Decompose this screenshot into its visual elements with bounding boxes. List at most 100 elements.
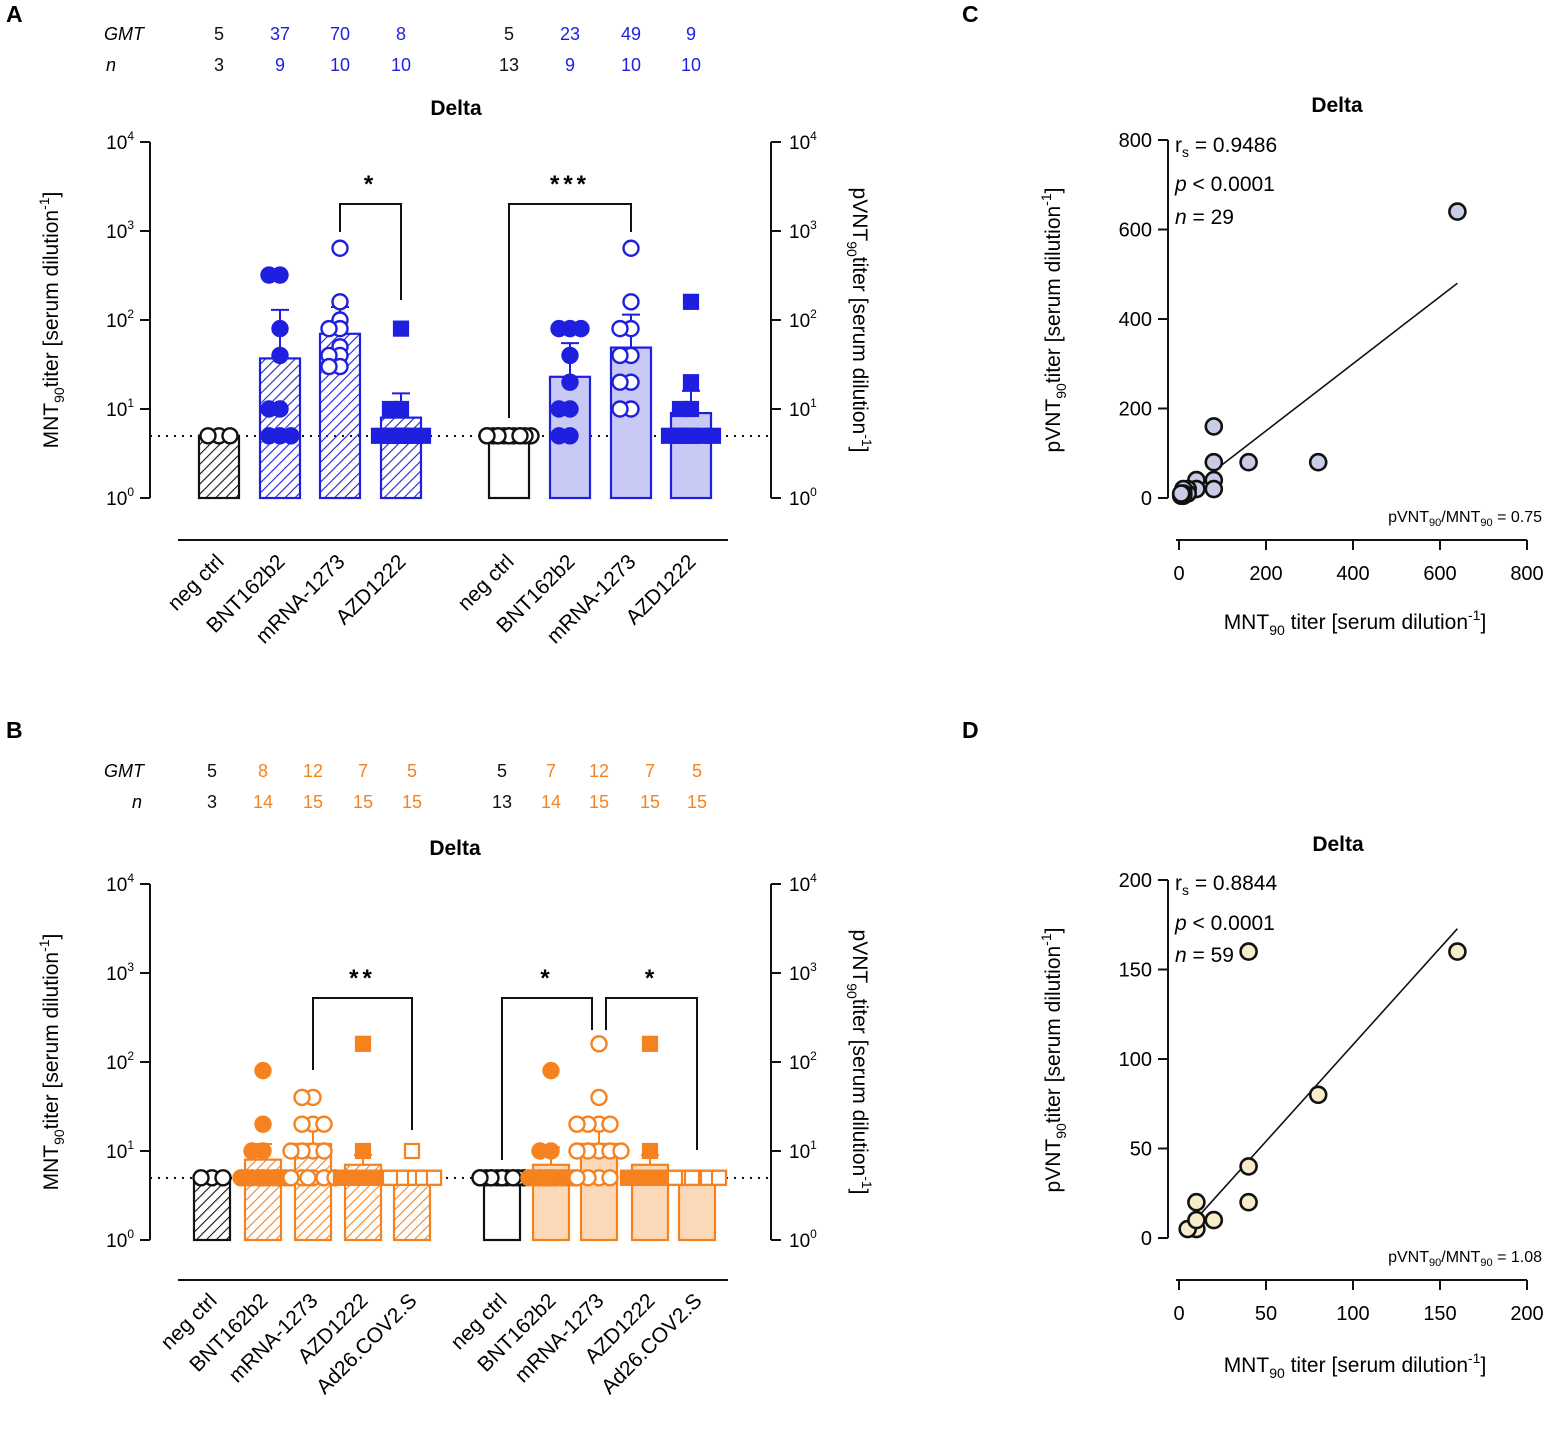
header-n-value: 9: [275, 55, 285, 75]
data-point: [531, 1169, 549, 1187]
ticks-c: 0 200 400 600 800 0 200 400 600 800: [1119, 130, 1544, 585]
header-n-value: 3: [207, 792, 217, 812]
data-point: [641, 1142, 659, 1160]
x-axis-label-c: MNT90 titer [serum dilution-1]: [1224, 607, 1487, 638]
data-point: [660, 427, 678, 444]
regression-line: [1187, 928, 1458, 1229]
data-point: [572, 319, 590, 338]
y-axis-left-label-a: MNT90titer [serum dilution-1]: [36, 192, 67, 449]
data-point: [365, 1169, 383, 1186]
ratio-d: pVNT90/MNT90 = 1.08: [1388, 1249, 1542, 1269]
data-point: [601, 1169, 619, 1187]
y-tick-label: 200: [1119, 870, 1152, 892]
data-point: [320, 319, 338, 338]
panel-label-c: C: [962, 1, 979, 27]
header-gmt-value: 23: [560, 24, 580, 44]
x-tick-label: 50: [1255, 1303, 1277, 1325]
data-point: [1448, 202, 1467, 221]
data-point: [1239, 1157, 1258, 1176]
data-point: [315, 1142, 333, 1160]
data-point: [354, 1035, 372, 1052]
y-tick-b-3: 103: [106, 960, 134, 985]
bar-ad26-cov2-s-pvnt90: [677, 1176, 717, 1242]
header-gmt-label-a: GMT: [104, 24, 146, 44]
data-point: [568, 1142, 586, 1160]
header-gmt-value: 5: [504, 24, 514, 44]
y-tick-a-3: 103: [106, 218, 134, 243]
header-n-value: 9: [565, 55, 575, 75]
bar-azd1222-pvnt90: [669, 411, 713, 500]
y-tick-right-b-3: 103: [789, 960, 817, 985]
y-tick-label: 600: [1119, 220, 1152, 242]
y-tick-label: 800: [1119, 130, 1152, 152]
header-n-value: 15: [402, 792, 422, 812]
panel-b: GMT n 5 3 8 14 12 15 7 15 5 15 5 13 7 14 12 15 7 15 5 15 De…: [36, 761, 875, 1399]
data-point: [282, 1142, 300, 1160]
significance-a: * ***: [339, 171, 632, 418]
data-point: [299, 1169, 317, 1187]
data-point: [425, 1169, 443, 1186]
data-point: [354, 1142, 372, 1160]
y-tick-b-4: 104: [106, 871, 134, 896]
data-point: [611, 373, 629, 391]
bar-mrna-1273-mnt90: [293, 1142, 333, 1242]
y-tick-a-0: 100: [106, 485, 134, 510]
data-point: [677, 427, 695, 444]
data-point: [683, 1169, 701, 1186]
data-point: [1171, 484, 1191, 503]
header-gmt-value: 7: [546, 761, 556, 781]
data-point: [542, 1061, 560, 1080]
data-point: [504, 1169, 522, 1187]
data-point: [1204, 1210, 1224, 1230]
data-point: [568, 1169, 586, 1187]
chart-title-d: Delta: [1312, 833, 1364, 856]
bar-neg-ctrl-mnt90: [197, 434, 241, 500]
data-point: [1204, 417, 1224, 436]
data-point: [254, 1169, 272, 1187]
header-n-value: 10: [621, 55, 641, 75]
data-point: [710, 1169, 728, 1186]
data-point: [282, 1169, 300, 1187]
data-point: [622, 239, 640, 257]
header-n-value: 14: [253, 792, 273, 812]
header-n-label-b: n: [132, 792, 142, 812]
stat-rs-c: rs = 0.9486: [1175, 134, 1277, 160]
data-point: [590, 1088, 608, 1107]
data-point: [531, 1142, 549, 1160]
x-tick-label: 600: [1423, 563, 1456, 585]
y-tick-right-a-2: 102: [789, 307, 817, 332]
data-point: [590, 1035, 608, 1053]
data-point: [682, 374, 700, 391]
y-tick-right-b-4: 104: [789, 871, 817, 896]
data-point: [370, 427, 388, 444]
data-point: [622, 293, 640, 311]
data-point: [1308, 452, 1328, 472]
header-table-a: 5 3 37 9 70 10 8 10 5 13 23 9 49 10 9 10: [214, 24, 701, 75]
data-point: [199, 427, 217, 445]
header-gmt-value: 5: [214, 24, 224, 44]
header-gmt-value: 7: [358, 761, 368, 781]
header-gmt-value: 12: [589, 761, 609, 781]
chart-title-c: Delta: [1311, 94, 1363, 117]
data-point: [511, 427, 529, 445]
bar-neg-ctrl-pvnt90: [482, 1176, 522, 1242]
data-point: [315, 1115, 333, 1133]
stat-rs-d: rs = 0.8844: [1175, 872, 1277, 898]
data-point: [221, 427, 239, 445]
data-point: [550, 427, 568, 445]
header-n-value: 15: [353, 792, 373, 812]
y-tick-b-2: 102: [106, 1049, 134, 1074]
y-tick-right-a-4: 104: [789, 129, 817, 154]
header-n-value: 15: [687, 792, 707, 812]
panel-c: Delta 0 200 400 600 800 0 200 400 600 800 pVNT90t…: [1038, 94, 1544, 638]
data-point: [478, 427, 496, 445]
y-tick-label: 50: [1130, 1139, 1152, 1161]
data-point: [397, 427, 415, 444]
bar-neg-ctrl-pvnt90: [487, 434, 531, 500]
x-tick-label: 0: [1173, 1303, 1184, 1325]
data-point: [471, 1169, 489, 1187]
data-point: [293, 1088, 311, 1107]
y-tick-label: 200: [1119, 399, 1152, 421]
data-point: [666, 1169, 684, 1186]
